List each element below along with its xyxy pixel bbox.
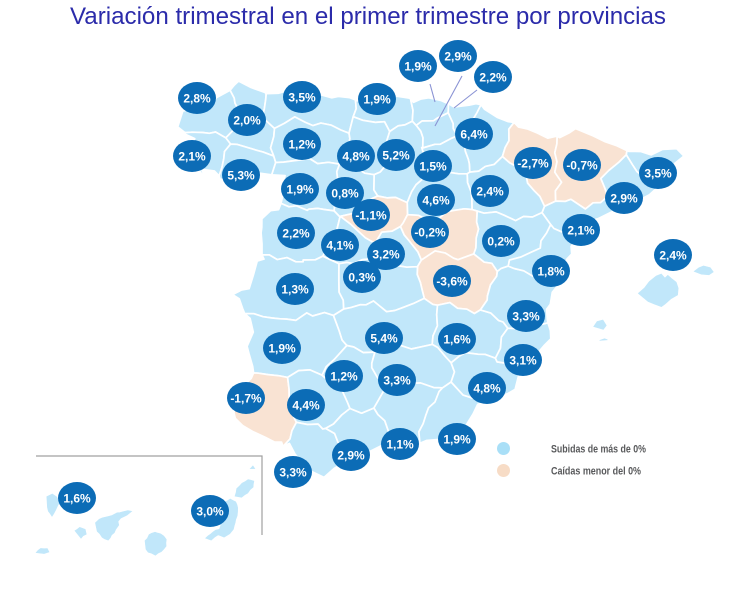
svg-text:5,3%: 5,3% (227, 169, 255, 183)
svg-text:3,1%: 3,1% (509, 354, 537, 368)
svg-text:-0,2%: -0,2% (414, 226, 446, 240)
svg-text:-3,6%: -3,6% (436, 275, 468, 289)
svg-text:3,3%: 3,3% (383, 374, 411, 388)
svg-text:3,0%: 3,0% (196, 505, 224, 519)
svg-text:4,1%: 4,1% (326, 239, 354, 253)
svg-text:0,2%: 0,2% (487, 235, 515, 249)
svg-text:4,8%: 4,8% (342, 150, 370, 164)
svg-text:2,9%: 2,9% (444, 50, 472, 64)
svg-text:0,8%: 0,8% (331, 187, 359, 201)
svg-text:3,3%: 3,3% (512, 310, 540, 324)
svg-text:2,9%: 2,9% (337, 449, 365, 463)
svg-text:1,2%: 1,2% (288, 138, 316, 152)
svg-text:2,4%: 2,4% (476, 185, 504, 199)
svg-text:Caídas menor del 0%: Caídas menor del 0% (551, 466, 641, 478)
svg-text:2,1%: 2,1% (567, 224, 595, 238)
svg-text:Variación trimestral en el pri: Variación trimestral en el primer trimes… (70, 3, 666, 30)
svg-text:2,9%: 2,9% (610, 192, 638, 206)
svg-text:2,8%: 2,8% (183, 92, 211, 106)
svg-text:1,9%: 1,9% (268, 342, 296, 356)
svg-text:4,4%: 4,4% (292, 399, 320, 413)
svg-text:4,8%: 4,8% (473, 382, 501, 396)
svg-text:-2,7%: -2,7% (517, 157, 549, 171)
svg-text:2,0%: 2,0% (233, 114, 261, 128)
svg-text:0,3%: 0,3% (348, 271, 376, 285)
svg-text:3,3%: 3,3% (279, 466, 307, 480)
svg-text:1,9%: 1,9% (363, 93, 391, 107)
svg-text:Subidas de más de 0%: Subidas de más de 0% (551, 444, 646, 456)
svg-text:2,1%: 2,1% (178, 150, 206, 164)
svg-text:1,2%: 1,2% (330, 370, 358, 384)
svg-text:1,3%: 1,3% (281, 283, 309, 297)
svg-text:6,4%: 6,4% (460, 128, 488, 142)
svg-text:1,9%: 1,9% (404, 60, 432, 74)
svg-text:1,9%: 1,9% (443, 433, 471, 447)
svg-text:2,4%: 2,4% (659, 249, 687, 263)
svg-text:1,1%: 1,1% (386, 438, 414, 452)
svg-text:1,9%: 1,9% (286, 183, 314, 197)
svg-text:2,2%: 2,2% (479, 71, 507, 85)
svg-text:5,2%: 5,2% (382, 149, 410, 163)
svg-text:3,5%: 3,5% (288, 91, 316, 105)
svg-text:4,6%: 4,6% (422, 194, 450, 208)
svg-text:1,6%: 1,6% (63, 492, 91, 506)
svg-text:5,4%: 5,4% (370, 332, 398, 346)
svg-text:3,5%: 3,5% (644, 167, 672, 181)
svg-text:-1,1%: -1,1% (355, 209, 387, 223)
svg-text:2,2%: 2,2% (282, 227, 310, 241)
svg-text:-1,7%: -1,7% (230, 392, 262, 406)
svg-text:1,8%: 1,8% (537, 265, 565, 279)
svg-text:1,5%: 1,5% (419, 160, 447, 174)
svg-text:3,2%: 3,2% (372, 248, 400, 262)
svg-text:-0,7%: -0,7% (566, 159, 598, 173)
svg-text:1,6%: 1,6% (443, 333, 471, 347)
